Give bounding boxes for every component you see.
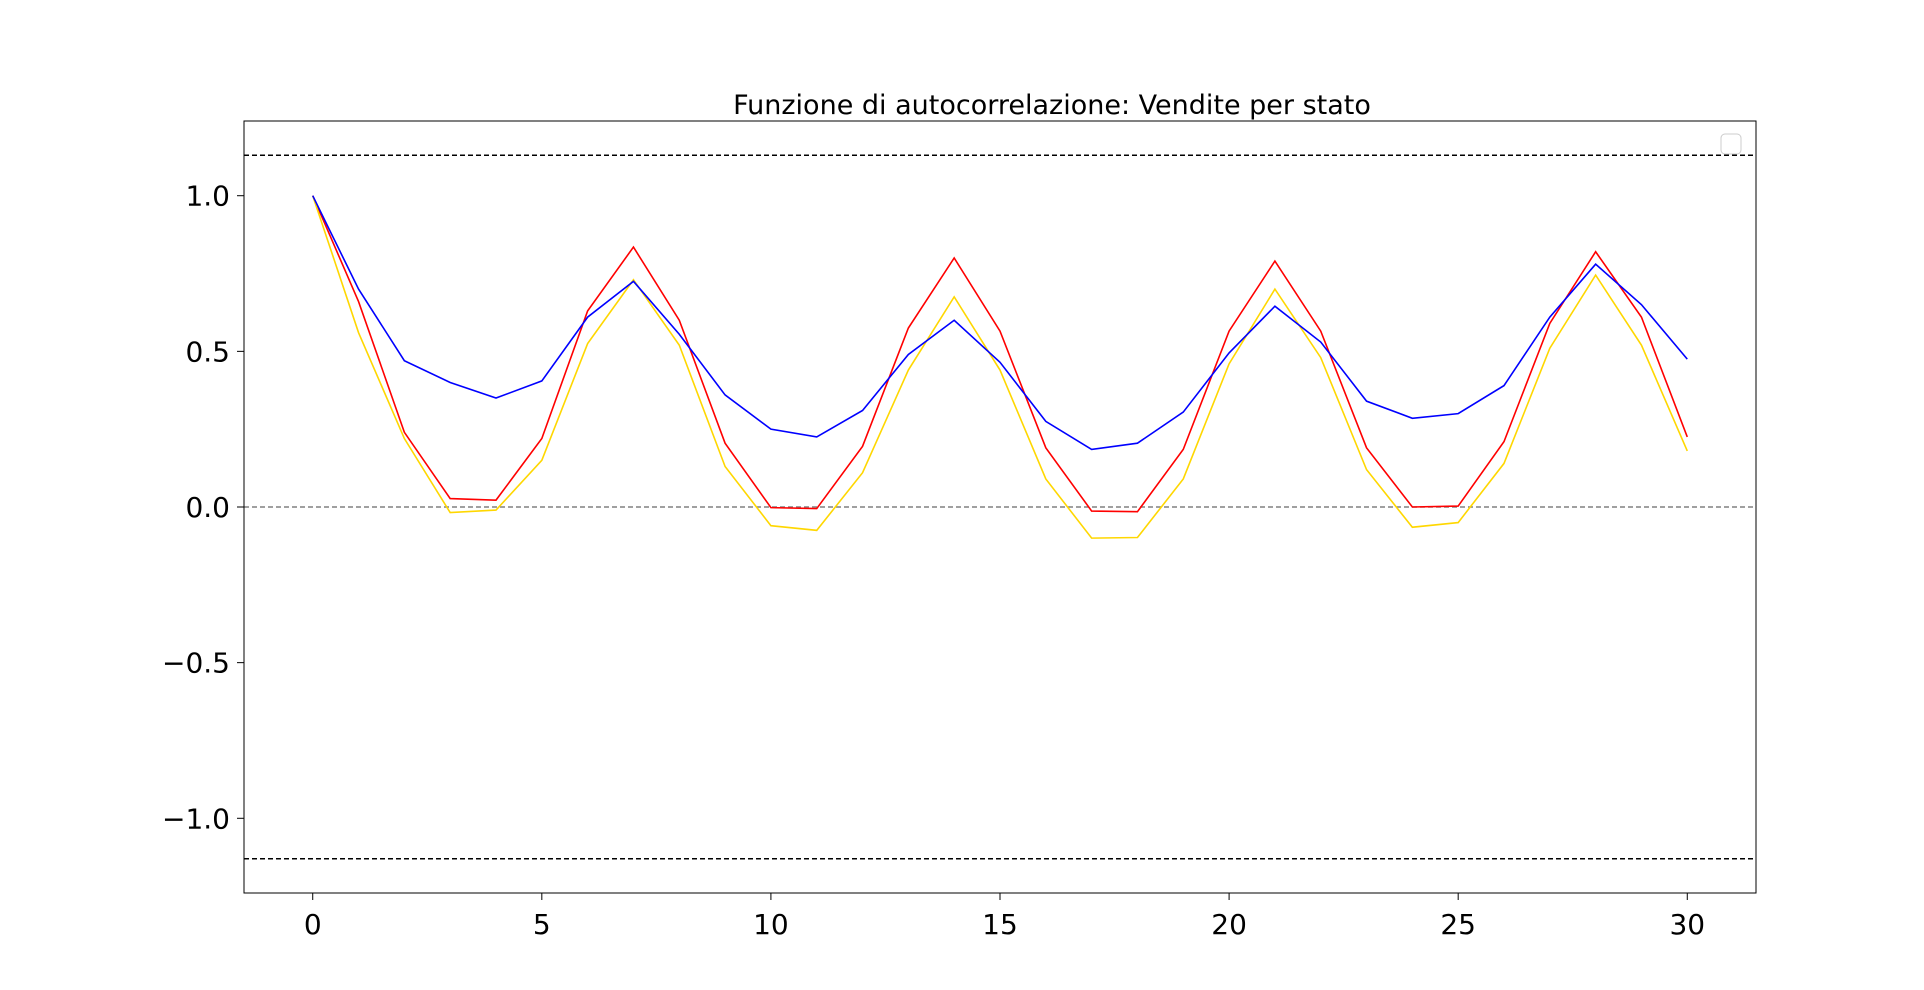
y-tick-label: −0.5 [162,647,230,680]
series-line-1 [311,195,1689,539]
legend-box [1720,133,1742,155]
axes: 0 5 10 15 20 25 30 −1.0 −0.5 0.0 0.5 1.0 [162,180,1705,941]
y-tick-label: −1.0 [162,802,230,835]
chart-title: Funzione di autocorrelazione: Vendite pe… [733,90,1371,121]
x-tick-label: 25 [1440,908,1476,941]
plot-area [244,154,1756,860]
x-tick-label: 20 [1211,908,1247,941]
series-line-2 [312,195,1688,451]
y-tick-label: 1.0 [185,180,230,213]
y-tick-label: 0.5 [185,335,230,368]
x-tick-label: 0 [304,908,322,941]
x-tick-label: 10 [753,908,789,941]
x-tick-label: 15 [982,908,1018,941]
y-tick-label: 0.0 [185,491,230,524]
series-line-0 [311,195,1689,513]
x-tick-label: 5 [533,908,551,941]
x-tick-label: 30 [1669,908,1705,941]
